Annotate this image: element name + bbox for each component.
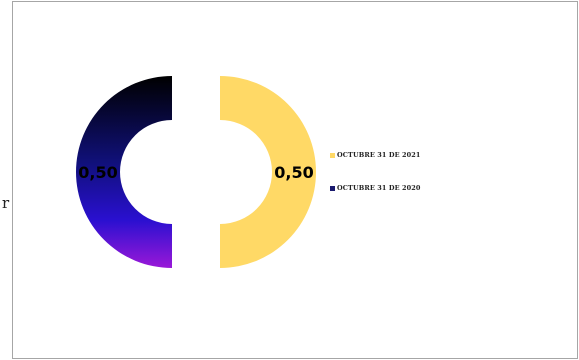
stray-text: r (2, 194, 10, 212)
legend-swatch (330, 152, 335, 158)
legend-item-1: OCTUBRE 31 DE 2021 (330, 151, 421, 159)
legend-label: OCTUBRE 31 DE 2021 (337, 151, 421, 159)
legend-swatch (330, 185, 335, 191)
data-label-2: 0,50 (78, 163, 117, 182)
doughnut-slice-2 (76, 76, 172, 268)
doughnut-slice-1 (220, 76, 316, 268)
legend-label: OCTUBRE 31 DE 2020 (337, 184, 421, 192)
legend-item-2: OCTUBRE 31 DE 2020 (330, 184, 421, 192)
data-label-1: 0,50 (274, 163, 313, 182)
